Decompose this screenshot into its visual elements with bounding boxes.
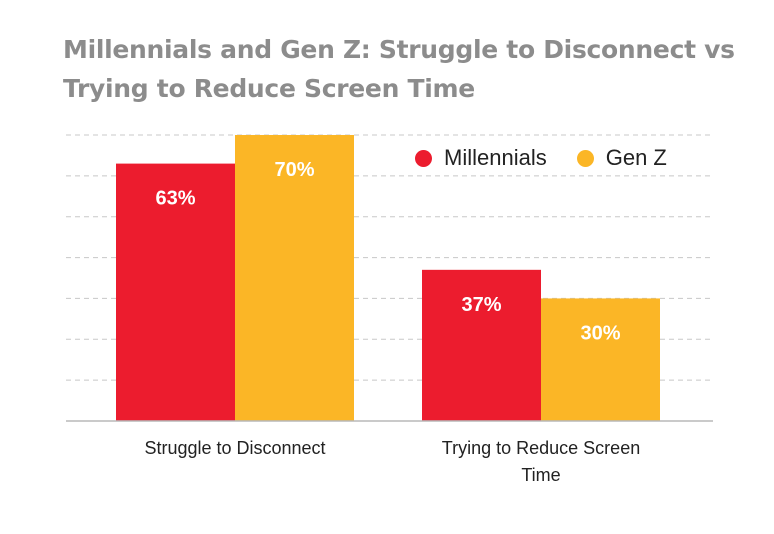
legend: Millennials Gen Z [415, 145, 667, 171]
chart-title: Millennials and Gen Z: Struggle to Disco… [63, 35, 735, 103]
legend-item-millennials: Millennials [415, 145, 547, 171]
bar-millennials-struggle-to-disconnect [116, 163, 235, 421]
legend-label-millennials: Millennials [444, 145, 547, 170]
bars [116, 135, 660, 421]
data-label-millennials-struggle-to-disconnect: 63% [155, 188, 195, 210]
bar-gen-z-struggle-to-disconnect [235, 135, 354, 421]
bar-millennials-trying-to-reduce-screen-time [422, 269, 541, 421]
data-labels: 63% 70% 37% 30% [155, 159, 620, 344]
data-label-gen-z-trying-to-reduce-screen-time: 30% [580, 322, 620, 344]
data-label-gen-z-struggle-to-disconnect: 70% [274, 159, 314, 181]
legend-label-gen-z: Gen Z [605, 145, 667, 170]
data-label-millennials-trying-to-reduce-screen-time: 37% [461, 294, 501, 316]
legend-item-gen-z: Gen Z [576, 145, 667, 171]
category-label-trying-to-reduce-screen-time: Trying to Reduce Screen Time [441, 438, 641, 485]
legend-swatch-gen-z [576, 149, 594, 167]
category-label-struggle-to-disconnect: Struggle to Disconnect [144, 438, 326, 458]
bar-gen-z-trying-to-reduce-screen-time [541, 298, 660, 421]
legend-swatch-millennials [415, 149, 432, 167]
